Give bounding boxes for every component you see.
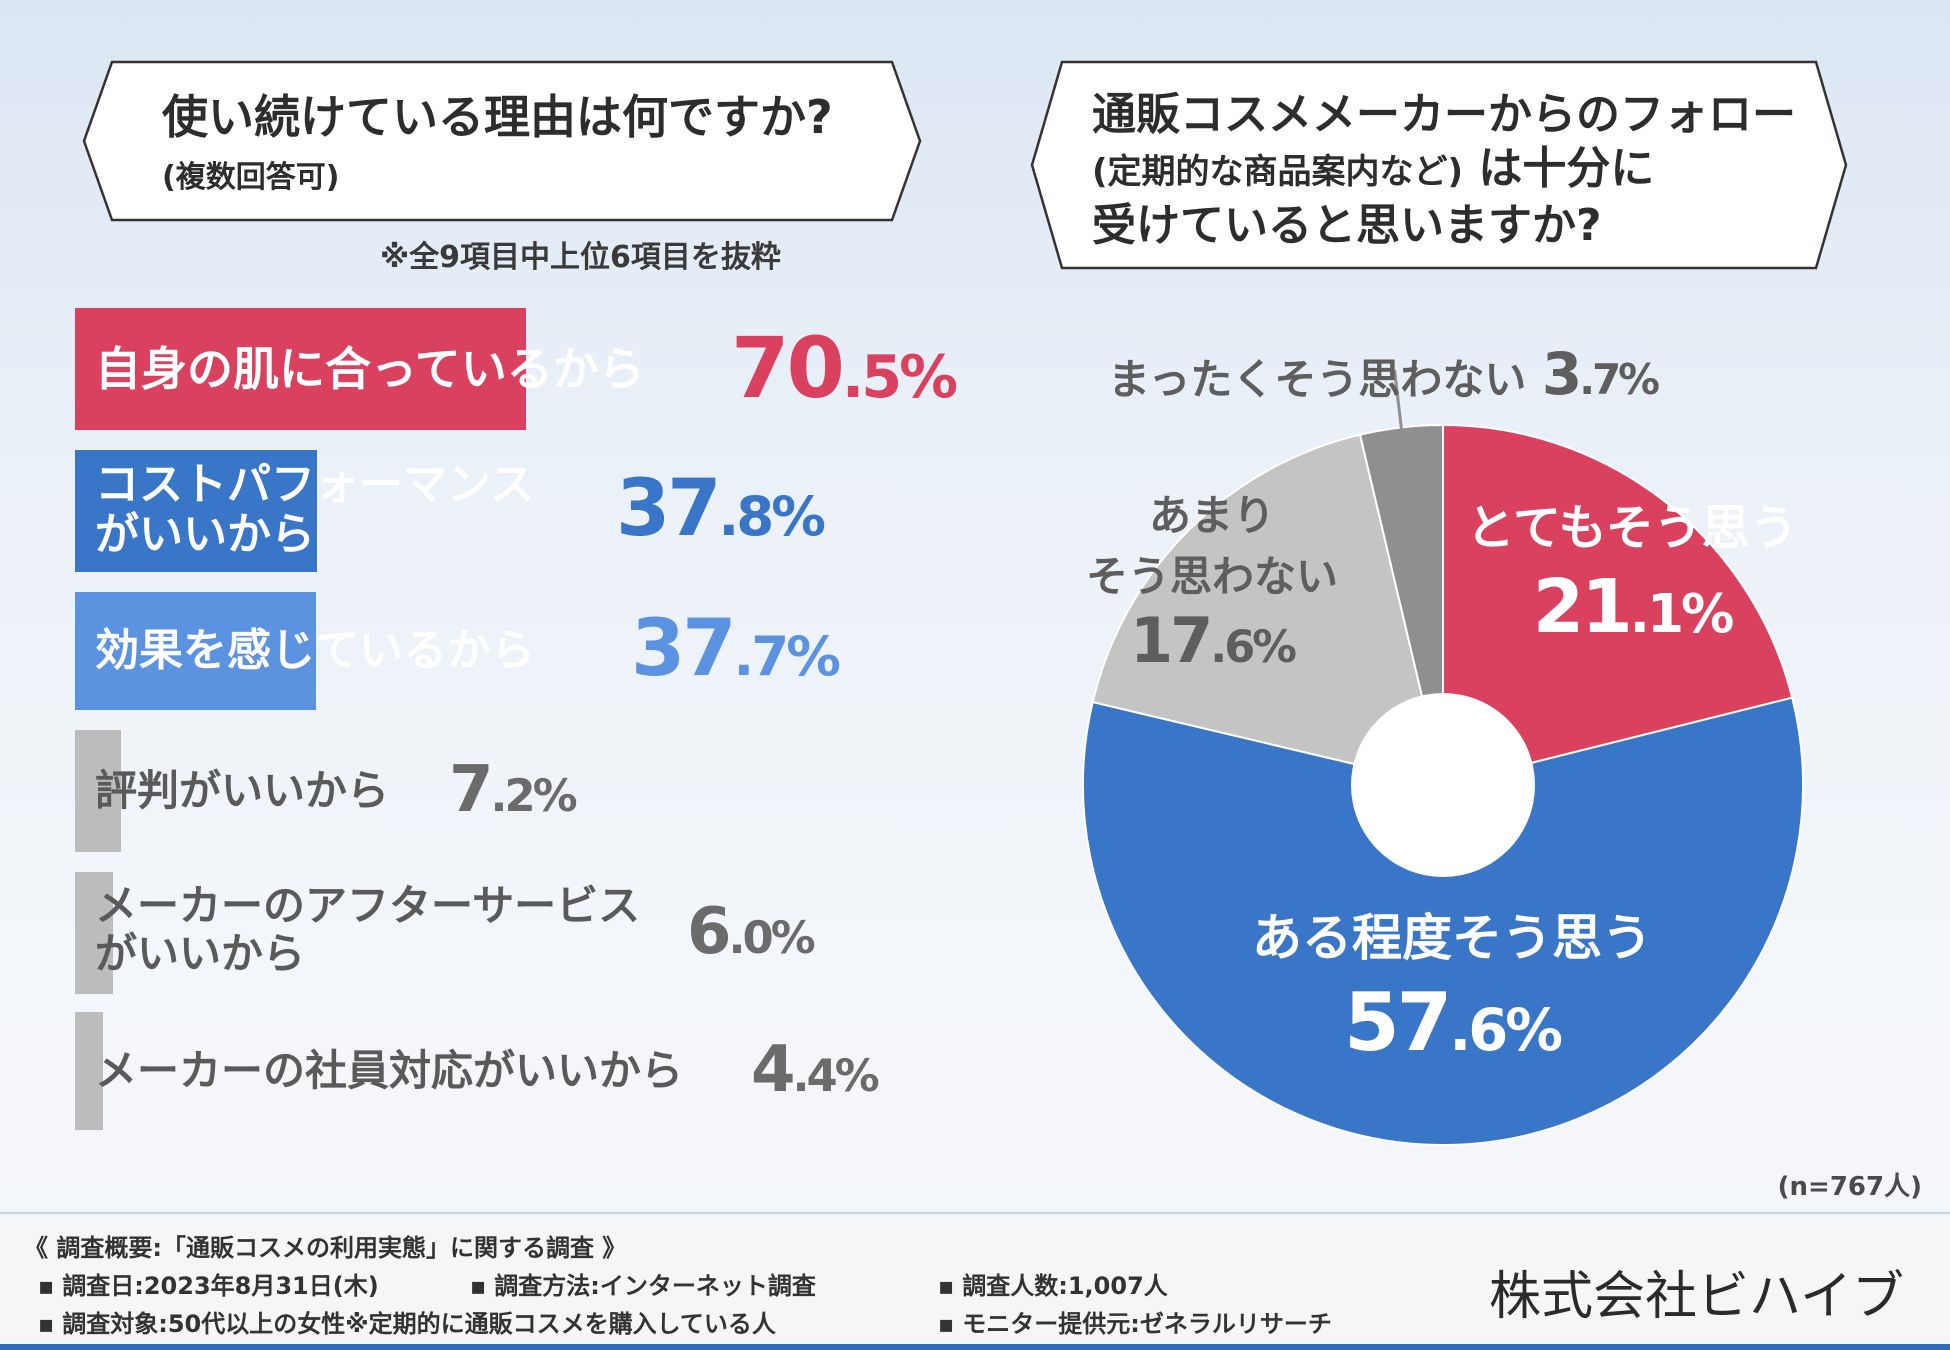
bar-label: メーカーのアフターサービス がいいから [95, 882, 640, 978]
survey-summary: 《 調査概要:「通販コスメの利用実態」に関する調査 》 調査日:2023年8月3… [0, 1214, 1950, 1350]
pie-value-somewhat-dec: .6% [1449, 997, 1563, 1064]
survey-count: 調査人数:1,007人 [938, 1266, 1168, 1301]
bar [75, 450, 317, 572]
pie-label-very-text: とてもそう思う [1466, 500, 1798, 556]
pie-value-very-int: 21 [1532, 564, 1633, 650]
bar-label: 効果を感じているから [95, 626, 535, 676]
bar-label: 自身の肌に合っているから [95, 343, 645, 395]
bar-value-dec: .7% [733, 624, 841, 689]
bar [75, 1012, 104, 1130]
bar-label-line1: メーカーのアフターサービス [95, 881, 641, 930]
bar-value-int: 7 [449, 752, 493, 827]
bar-value-int: 70 [731, 318, 845, 417]
bar-value: 70.5% [731, 318, 958, 417]
bar-label-line1: メーカーの社員対応がいいから [95, 1046, 684, 1095]
bar [75, 308, 527, 430]
bar-label-line1: 自身の肌に合っているから [95, 342, 645, 396]
pie-value-not-much-dec: .6% [1210, 621, 1297, 673]
bar-label-line1: 評判がいいから [95, 766, 390, 815]
pie-label-somewhat-text: ある程度そう思う [1252, 909, 1652, 967]
bar-value: 7.2% [449, 752, 578, 827]
note-left: ※全9項目中上位6項目を抜粋 [380, 240, 781, 275]
pie-value-very-dec: .1% [1629, 583, 1735, 645]
bar-value-dec: .8% [718, 484, 826, 549]
pie-value-not-at-all: 3.7% [1541, 340, 1660, 408]
survey-date: 調査日:2023年8月31日(木) [38, 1266, 378, 1301]
pie-slice-not-much [1091, 433, 1445, 787]
hexagon-frame [1030, 60, 1848, 270]
bar [75, 872, 114, 994]
question-right-line1: 通販コスメメーカーからのフォロー [1092, 89, 1796, 140]
bar-label-line2: がいいから [95, 929, 306, 978]
pie-value-not-much: 17.6% [1086, 604, 1338, 677]
survey-title: 《 調査概要:「通販コスメの利用実態」に関する調査 》 [24, 1234, 627, 1262]
bar-row: メーカーのアフターサービス がいいから 6.0% [75, 872, 975, 994]
question-box-left: 使い続けている理由は何ですか? (複数回答可) [82, 60, 922, 222]
bar-row: 効果を感じているから 37.7% [75, 592, 975, 710]
question-right-line2-rest: は十分に [1478, 143, 1655, 194]
pie-label-somewhat: ある程度そう思う 57.6% [1252, 898, 1652, 1069]
bar-value: 4.4% [751, 1032, 880, 1107]
bar-row: メーカーの社員対応がいいから 4.4% [75, 1012, 975, 1130]
question-left-title: 使い続けている理由は何ですか? [162, 90, 833, 144]
bar-label-line1: 効果を感じているから [95, 625, 535, 676]
pie-value-not-at-all-int: 3 [1541, 340, 1582, 408]
pie-value-not-at-all-dec: .7% [1579, 355, 1660, 404]
bar-label-line2: がいいから [95, 509, 315, 560]
bar-value-dec: .0% [728, 910, 816, 964]
pie-value-very: 21.1% [1467, 564, 1798, 650]
bar-value-dec: .4% [792, 1048, 880, 1102]
question-right-line3: 受けていると思いますか? [1092, 200, 1602, 251]
pie-label-not-at-all-text: まったくそう思わない [1108, 355, 1527, 404]
pie-value-somewhat-int: 57 [1344, 976, 1452, 1069]
bar-value-dec: .5% [841, 341, 958, 411]
bar-label-line1: コストパフォーマンス [95, 459, 535, 510]
donut-chart [1082, 369, 1804, 1146]
question-right-line2: (定期的な商品案内など) は十分に [1092, 142, 1812, 199]
bar-value-int: 37 [631, 604, 737, 695]
question-left-subtitle: (複数回答可) [162, 160, 340, 195]
bar-label: メーカーの社員対応がいいから [95, 1047, 683, 1095]
pie-label-not-much-line2: そう思わない [1086, 552, 1339, 601]
bar-row: 評判がいいから 7.2% [75, 730, 975, 852]
pie-value-somewhat: 57.6% [1252, 976, 1652, 1069]
donut-hole [1351, 693, 1535, 877]
bar [75, 730, 122, 852]
pie-label-not-much-line1: あまり [1149, 491, 1276, 540]
footer-divider [0, 1212, 1950, 1214]
pie-slice-very [1442, 423, 1794, 787]
bar-value-int: 4 [751, 1032, 795, 1107]
pie-label-not-at-all: まったくそう思わない 3.7% [1108, 340, 1660, 408]
bar-value-dec: .2% [490, 768, 578, 822]
bar-value: 6.0% [687, 894, 816, 969]
bar-value-int: 6 [687, 894, 731, 969]
bar-label: コストパフォーマンス がいいから [95, 460, 534, 560]
pie-slice-somewhat [1082, 696, 1804, 1146]
bar-value: 37.8% [616, 464, 826, 555]
leader-line [1393, 369, 1404, 436]
survey-monitor: モニター提供元:ゼネラルリサーチ [938, 1304, 1332, 1339]
pie-label-not-much: あまり そう思わない 17.6% [1086, 482, 1338, 677]
survey-method: 調査方法:インターネット調査 [470, 1266, 816, 1301]
sample-size: (n=767人) [1777, 1172, 1922, 1202]
pie-value-not-much-int: 17 [1130, 604, 1213, 677]
question-right-text: 通販コスメメーカーからのフォロー (定期的な商品案内など) は十分に 受けている… [1092, 88, 1812, 253]
hexagon-frame [82, 60, 922, 222]
question-right-line2-small: (定期的な商品案内など) [1092, 152, 1464, 192]
survey-target: 調査対象:50代以上の女性※定期的に通販コスメを購入している人 [38, 1304, 776, 1339]
bar-value-int: 37 [616, 464, 722, 555]
pie-label-very: とてもそう思う 21.1% [1467, 488, 1798, 650]
bottom-band [0, 1344, 1950, 1350]
bar-row: 自身の肌に合っているから 70.5% [75, 308, 975, 430]
bar-value: 37.7% [631, 604, 841, 695]
bar [75, 592, 317, 710]
question-box-right: 通販コスメメーカーからのフォロー (定期的な商品案内など) は十分に 受けている… [1030, 60, 1848, 270]
company-name: 株式会社ビハイブ [1489, 1267, 1904, 1327]
bar-label: 評判がいいから [95, 767, 389, 815]
bar-row: コストパフォーマンス がいいから 37.8% [75, 450, 975, 572]
